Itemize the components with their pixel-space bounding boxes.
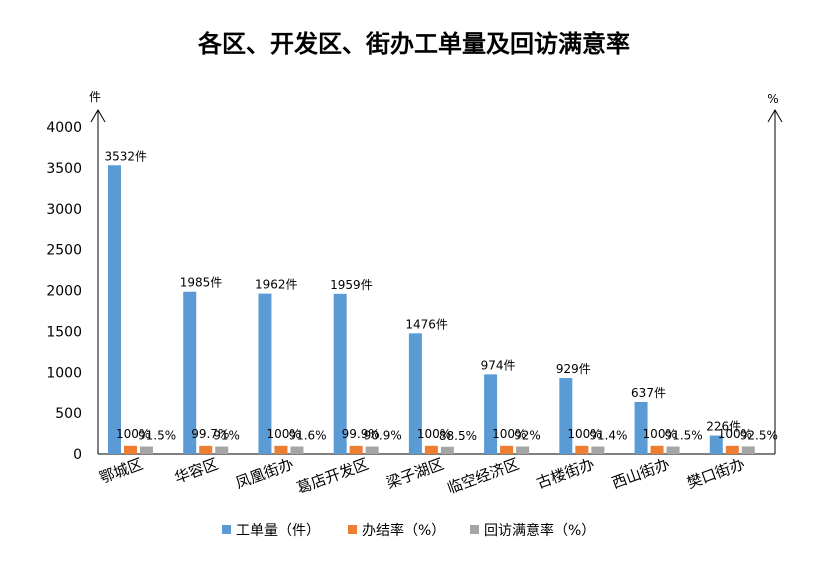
bar-s2-0 xyxy=(140,446,153,454)
y-tick-label: 1000 xyxy=(46,365,82,381)
data-label-s1-3: 99.9% xyxy=(342,427,380,441)
y-tick-label: 3000 xyxy=(46,202,82,218)
data-label-s2-2: 91.6% xyxy=(288,429,326,443)
legend-swatch-0 xyxy=(222,525,231,534)
y-tick-label: 4000 xyxy=(46,120,82,136)
bar-s2-7 xyxy=(666,446,680,454)
data-label-s1-4: 100% xyxy=(417,427,451,441)
data-label-s1-2: 100% xyxy=(266,427,300,441)
bar-s0-8 xyxy=(709,435,723,454)
right-axis-unit: % xyxy=(767,92,778,106)
bar-s2-8 xyxy=(741,446,755,454)
bar-s0-6 xyxy=(559,378,573,454)
bar-s1-5 xyxy=(500,445,514,454)
data-label-s0-0: 3532件 xyxy=(105,149,148,163)
data-label-s2-4: 88.5% xyxy=(439,429,477,443)
legend-label-1: 办结率（%） xyxy=(362,522,445,539)
bar-s2-2 xyxy=(290,446,304,454)
bar-s2-1 xyxy=(215,446,229,454)
data-label-s2-6: 91.4% xyxy=(589,429,627,443)
data-label-s1-6: 100% xyxy=(567,427,601,441)
category-label: 葛店开发区 xyxy=(294,455,371,498)
bar-s0-2 xyxy=(258,293,272,454)
category-label: 临空经济区 xyxy=(445,455,522,498)
bar-s1-1 xyxy=(199,445,213,454)
left-axis-arrow xyxy=(90,109,106,123)
data-label-s0-7: 637件 xyxy=(631,386,666,400)
bar-s2-3 xyxy=(365,446,379,454)
y-tick-label: 0 xyxy=(73,447,82,463)
data-label-s1-5: 100% xyxy=(492,427,526,441)
y-tick-label: 1500 xyxy=(46,324,82,340)
category-label: 西山街办 xyxy=(609,455,672,492)
bar-s2-6 xyxy=(591,446,605,454)
bar-groups: 3532件100%91.5%1985件99.7%91%1962件100%91.6… xyxy=(105,149,778,454)
data-label-s1-7: 100% xyxy=(643,427,677,441)
data-label-s0-6: 929件 xyxy=(556,362,591,376)
left-axis-unit: 件 xyxy=(89,90,101,104)
bar-s0-7 xyxy=(634,401,648,454)
data-label-s0-5: 974件 xyxy=(481,358,516,372)
bar-s1-3 xyxy=(349,445,363,454)
data-label-s1-8: 100% xyxy=(718,427,752,441)
category-label: 鄂城区 xyxy=(97,455,145,487)
data-label-s2-3: 90.9% xyxy=(364,429,402,443)
data-label-s2-7: 91.5% xyxy=(665,429,703,443)
legend-label-2: 回访满意率（%） xyxy=(484,522,595,539)
bar-s1-2 xyxy=(274,445,288,454)
legend-swatch-2 xyxy=(470,525,479,534)
data-label-s0-3: 1959件 xyxy=(330,278,373,292)
data-label-s1-0: 100% xyxy=(116,427,150,441)
data-label-s2-8: 92.5% xyxy=(740,428,778,442)
bar-s0-3 xyxy=(333,293,347,454)
y-tick-label: 500 xyxy=(55,406,82,422)
category-label: 华容区 xyxy=(172,455,220,487)
data-label-s0-2: 1962件 xyxy=(255,278,298,292)
y-tick-labels: 0 500 1000 1500 2000 2500 3000 3500 4000 xyxy=(46,120,82,463)
category-label: 凤凰街办 xyxy=(233,455,296,492)
bar-s1-7 xyxy=(650,445,664,454)
legend-swatch-1 xyxy=(348,525,357,534)
bar-s0-1 xyxy=(183,291,197,454)
y-tick-label: 2000 xyxy=(46,284,82,300)
data-label-s0-1: 1985件 xyxy=(180,276,223,290)
bar-s1-0 xyxy=(124,445,137,454)
y-tick-label: 3500 xyxy=(46,161,82,177)
data-label-s0-4: 1476件 xyxy=(405,317,448,331)
bar-s1-8 xyxy=(725,445,739,454)
category-label: 樊口街办 xyxy=(685,455,748,492)
bar-s2-4 xyxy=(440,446,454,454)
bar-s1-6 xyxy=(575,445,589,454)
bar-s0-4 xyxy=(408,333,422,454)
data-label-s2-1: 91% xyxy=(213,429,240,443)
bar-s0-5 xyxy=(484,374,498,454)
data-label-s2-5: 92% xyxy=(514,428,541,442)
legend-label-0: 工单量（件） xyxy=(236,523,320,539)
category-label: 古楼街办 xyxy=(534,455,597,492)
right-axis-arrow xyxy=(767,109,783,123)
bar-s1-4 xyxy=(424,445,438,454)
data-label-s0-8: 226件 xyxy=(706,420,741,434)
data-label-s2-0: 91.5% xyxy=(138,429,176,443)
data-label-s1-1: 99.7% xyxy=(191,427,229,441)
bar-s0-0 xyxy=(108,165,121,454)
y-tick-label: 2500 xyxy=(46,243,82,259)
chart-title: 各区、开发区、街办工单量及回访满意率 xyxy=(197,30,630,58)
category-label: 梁子湖区 xyxy=(384,455,447,492)
legend: 工单量（件） 办结率（%） 回访满意率（%） xyxy=(222,522,595,539)
bar-s2-5 xyxy=(516,446,530,454)
